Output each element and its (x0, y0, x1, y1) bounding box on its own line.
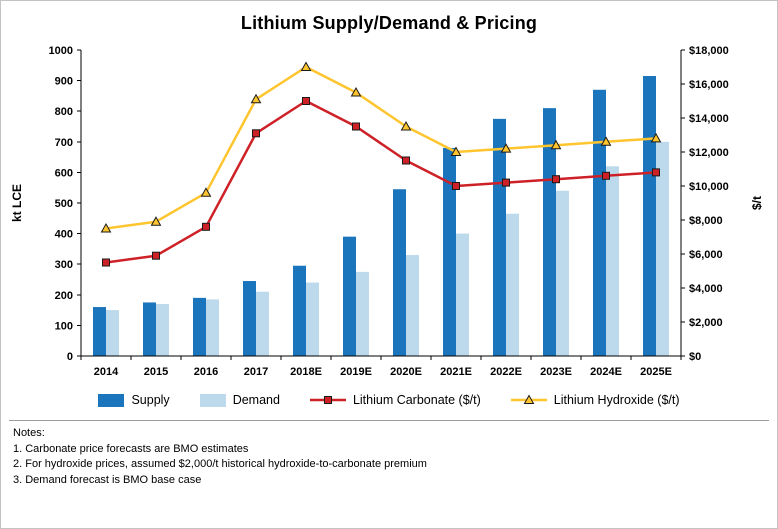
svg-text:2017: 2017 (244, 366, 268, 378)
svg-text:0: 0 (67, 351, 73, 363)
legend-item-carbonate: Lithium Carbonate ($/t) (309, 393, 481, 407)
legend-label-demand: Demand (232, 393, 280, 407)
svg-text:1000: 1000 (49, 45, 73, 57)
category-labels: 2014 2015 2016 2017 2018E 2019E 2020E 2021E 2022… (94, 366, 672, 378)
svg-text:$16,000: $16,000 (689, 79, 729, 91)
left-axis-labels: 0 100 200 300 400 500 600 700 800 900 1000 (49, 45, 73, 363)
svg-text:2019E: 2019E (340, 366, 372, 378)
svg-text:2021E: 2021E (440, 366, 472, 378)
svg-text:300: 300 (55, 259, 73, 271)
svg-text:2020E: 2020E (390, 366, 422, 378)
combo-chart: 0 100 200 300 400 500 600 700 800 900 1000 $0 $2,000… (10, 45, 764, 378)
legend-item-demand: Demand (199, 393, 280, 407)
right-axis-labels: $0 $2,000 $4,000 $6,000 $8,000 $10,000 $12,000… (689, 45, 729, 363)
note-line-3: 3. Demand forecast is BMO base case (13, 473, 202, 486)
svg-text:2022E: 2022E (490, 366, 522, 378)
svg-text:100: 100 (55, 320, 73, 332)
svg-text:$10,000: $10,000 (689, 181, 729, 193)
supply-bars (93, 76, 656, 356)
svg-text:$4,000: $4,000 (689, 283, 723, 295)
svg-text:2016: 2016 (194, 366, 218, 378)
svg-text:2018E: 2018E (290, 366, 322, 378)
svg-text:2025E: 2025E (640, 366, 672, 378)
legend-label-supply: Supply (131, 393, 170, 407)
svg-text:$12,000: $12,000 (689, 147, 729, 159)
svg-text:700: 700 (55, 137, 73, 149)
svg-text:400: 400 (55, 229, 73, 241)
legend-label-carbonate: Lithium Carbonate ($/t) (352, 393, 481, 407)
hydroxide-line-swatch-icon (510, 393, 547, 407)
hydroxide-line (100, 61, 662, 233)
note-line-2: 2. For hydroxide prices, assumed $2,000/… (13, 458, 427, 470)
legend-item-hydroxide: Lithium Hydroxide ($/t) (510, 393, 680, 407)
carbonate-line-swatch-icon (309, 393, 346, 407)
right-axis-title: $/t (750, 196, 764, 210)
notes-heading: Notes: (13, 427, 45, 439)
svg-text:900: 900 (55, 76, 73, 88)
svg-text:2024E: 2024E (590, 366, 622, 378)
svg-text:2014: 2014 (94, 366, 119, 378)
svg-text:$18,000: $18,000 (689, 45, 729, 57)
carbonate-line (102, 97, 660, 267)
legend-label-hydroxide: Lithium Hydroxide ($/t) (553, 393, 680, 407)
svg-text:$14,000: $14,000 (689, 113, 729, 125)
svg-text:200: 200 (55, 290, 73, 302)
note-line-1: 1. Carbonate price forecasts are BMO est… (13, 442, 249, 455)
svg-text:$2,000: $2,000 (689, 317, 723, 329)
demand-bars (106, 141, 669, 356)
svg-text:$8,000: $8,000 (689, 215, 723, 227)
svg-text:2015: 2015 (144, 366, 168, 378)
chart-legend: Supply Demand Lithium Carbonate ($/t) Li… (1, 388, 777, 412)
notes: Notes: 1. Carbonate price forecasts are … (9, 420, 769, 488)
demand-swatch-icon (199, 393, 226, 407)
left-axis-title: kt LCE (10, 184, 24, 222)
legend-item-supply: Supply (98, 393, 170, 407)
svg-text:500: 500 (55, 198, 73, 210)
axes (77, 49, 685, 360)
svg-text:800: 800 (55, 106, 73, 118)
svg-text:$6,000: $6,000 (689, 249, 723, 261)
chart-title: Lithium Supply/Demand & Pricing (240, 13, 538, 33)
svg-text:$0: $0 (689, 351, 701, 363)
svg-text:600: 600 (55, 167, 73, 179)
svg-text:2023E: 2023E (540, 366, 572, 378)
supply-swatch-icon (98, 393, 125, 407)
